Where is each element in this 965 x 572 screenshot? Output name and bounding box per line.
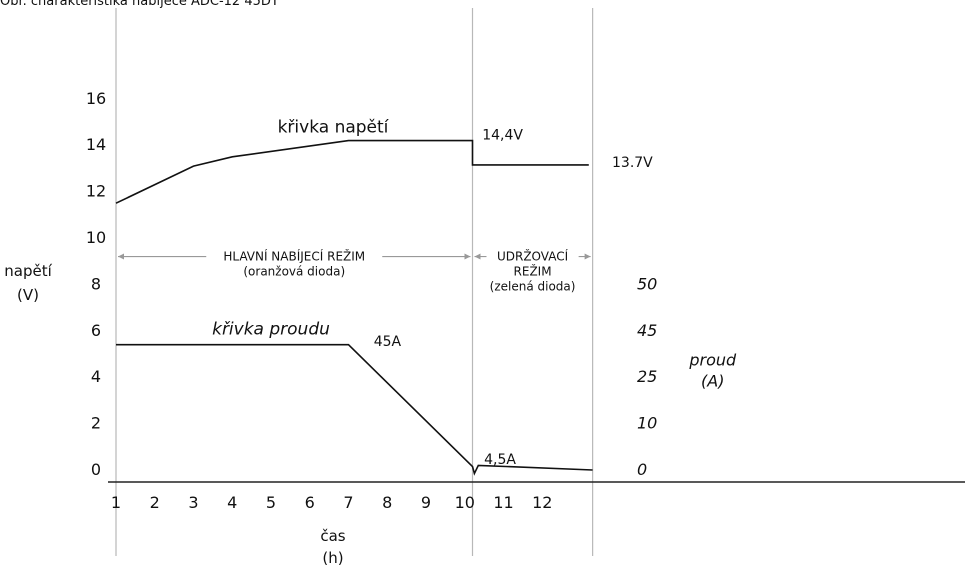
y-right-tick-45: 45 xyxy=(637,321,657,340)
figure-caption: Obr. charakteristika nabíječe ADC-12 45D… xyxy=(0,0,279,9)
y-right-label: proud xyxy=(688,351,737,370)
x-tick-3: 3 xyxy=(188,493,198,512)
y-right-unit: (A) xyxy=(701,371,724,390)
y-left-tick-8: 8 xyxy=(91,274,101,293)
annotation-2: 45A xyxy=(374,334,402,350)
y-left-tick-12: 12 xyxy=(86,182,106,201)
y-right-tick-25: 25 xyxy=(637,367,657,386)
series-line-0 xyxy=(115,139,589,204)
y-right-tick-50: 50 xyxy=(637,274,657,293)
y-left-tick-6: 6 xyxy=(91,321,101,340)
y-left-tick-14: 14 xyxy=(86,135,106,154)
y-left-label: napětí xyxy=(4,262,52,280)
annotation-0: 14,4V xyxy=(482,127,523,143)
phase-arrowhead-start-0 xyxy=(118,253,124,260)
y-left-tick-10: 10 xyxy=(86,228,106,247)
x-tick-5: 5 xyxy=(266,493,276,512)
x-tick-9: 9 xyxy=(421,493,431,512)
phase-label-1-1: REŽIM xyxy=(514,264,552,279)
x-tick-12: 12 xyxy=(532,493,552,512)
phase-label-1-0: UDRŽOVACÍ xyxy=(497,249,569,264)
y-left-tick-4: 4 xyxy=(91,367,101,386)
y-left-tick-16: 16 xyxy=(86,89,106,108)
x-tick-2: 2 xyxy=(150,493,160,512)
phase-arrowhead-end-0 xyxy=(464,253,471,260)
x-axis-unit: (h) xyxy=(322,549,343,567)
phase-label-1-2: (zelená dioda) xyxy=(490,280,576,294)
x-tick-4: 4 xyxy=(227,493,237,512)
annotation-3: 4,5A xyxy=(484,452,516,468)
y-right-tick-10: 10 xyxy=(637,414,657,433)
phase-label-0-1: (oranžová dioda) xyxy=(243,265,345,279)
annotation-1: 13.7V xyxy=(612,155,653,171)
x-tick-6: 6 xyxy=(305,493,315,512)
series-line-1 xyxy=(116,343,593,476)
phase-arrowhead-start-1 xyxy=(474,253,481,260)
phase-arrowhead-end-1 xyxy=(584,253,591,260)
y-left-tick-2: 2 xyxy=(91,414,101,433)
x-tick-11: 11 xyxy=(493,493,513,512)
series-label-proudu: křivka proudu xyxy=(212,320,330,340)
y-left-unit: (V) xyxy=(17,286,39,304)
x-tick-1: 1 xyxy=(111,493,121,512)
y-left-tick-0: 0 xyxy=(91,460,101,479)
x-tick-8: 8 xyxy=(382,493,392,512)
x-axis-label: čas xyxy=(320,527,345,545)
x-tick-10: 10 xyxy=(455,493,475,512)
phase-label-0-0: HLAVNÍ NABÍJECÍ REŽIM xyxy=(223,249,365,264)
series-label-napeti: křivka napětí xyxy=(278,118,390,138)
y-right-tick-0: 0 xyxy=(637,460,647,479)
x-tick-7: 7 xyxy=(343,493,353,512)
